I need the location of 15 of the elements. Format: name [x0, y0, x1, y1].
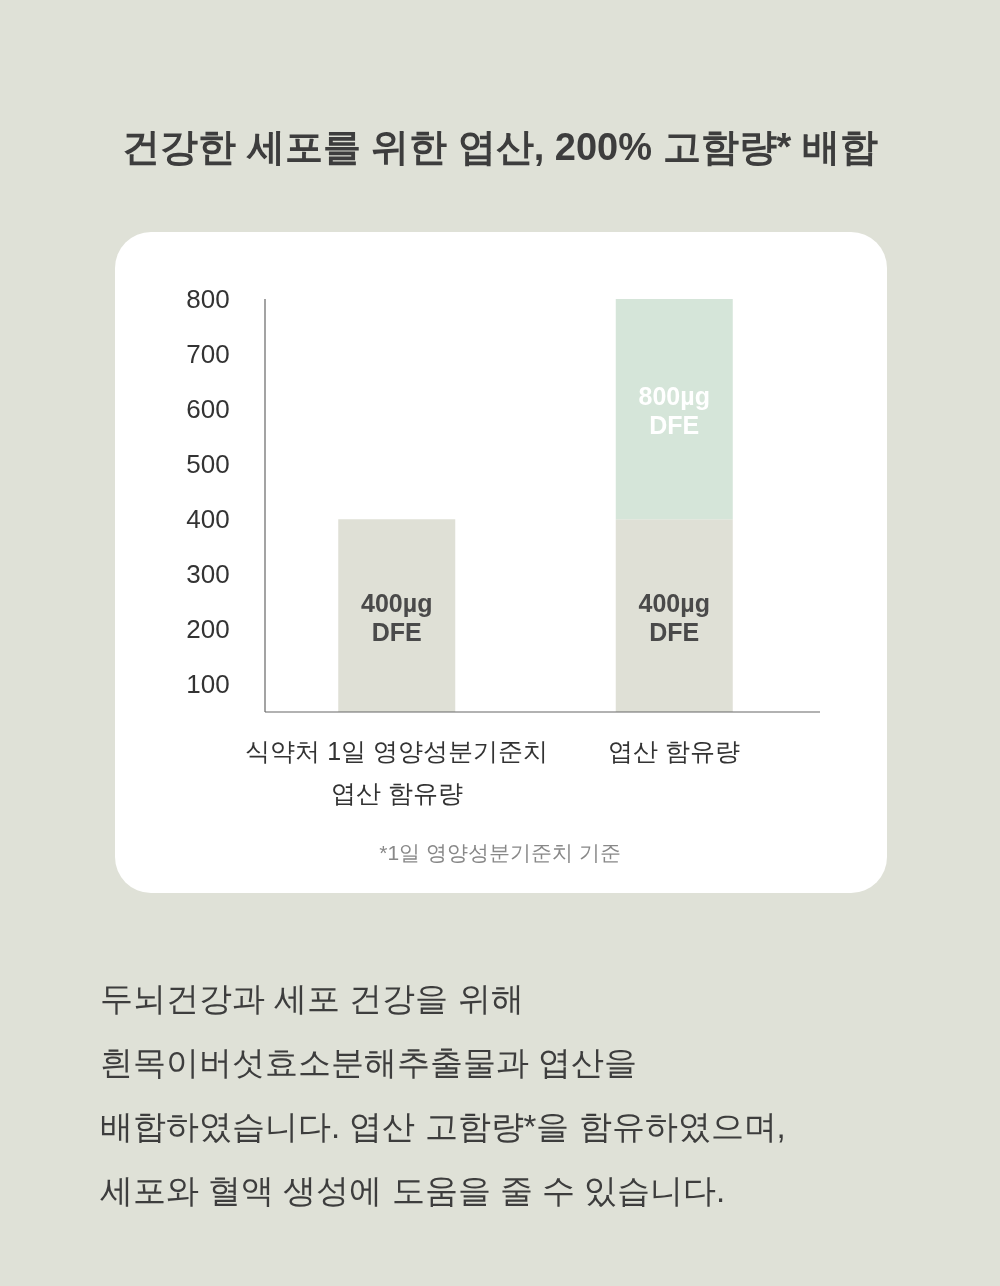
- y-tick-label: 200: [186, 614, 230, 645]
- data-label: 400µg DFE: [638, 588, 710, 646]
- x-tick-label: 식약처 1일 영양성분기준치 엽산 함유량: [245, 737, 549, 807]
- y-tick-label: 700: [186, 339, 230, 370]
- text: *1일 영양성분기준치 기준: [379, 841, 621, 864]
- y-tick-label: 400: [186, 504, 230, 535]
- text: 두뇌건강과 세포 건강을 위해 흰목이버섯효소분해추출물과 엽산을 배합하였습니다. 엽산 고함량*을 함유하였으며, 세포와 혈액 생성에 도움을 줄 수 있습니다.: [100, 980, 786, 1209]
- chart-title: 건강한 세포를 위한 엽산, 200% 고함량* 배합: [122, 126, 878, 168]
- x-tick-label: 엽산 함유량: [608, 737, 741, 765]
- y-tick-label: 500: [186, 449, 230, 480]
- y-tick-label: 800: [186, 284, 230, 314]
- y-tick-label: 100: [186, 669, 230, 700]
- y-tick-label: 300: [186, 559, 230, 590]
- data-label: 400µg DFE: [361, 588, 433, 646]
- y-tick-label: 600: [186, 394, 230, 425]
